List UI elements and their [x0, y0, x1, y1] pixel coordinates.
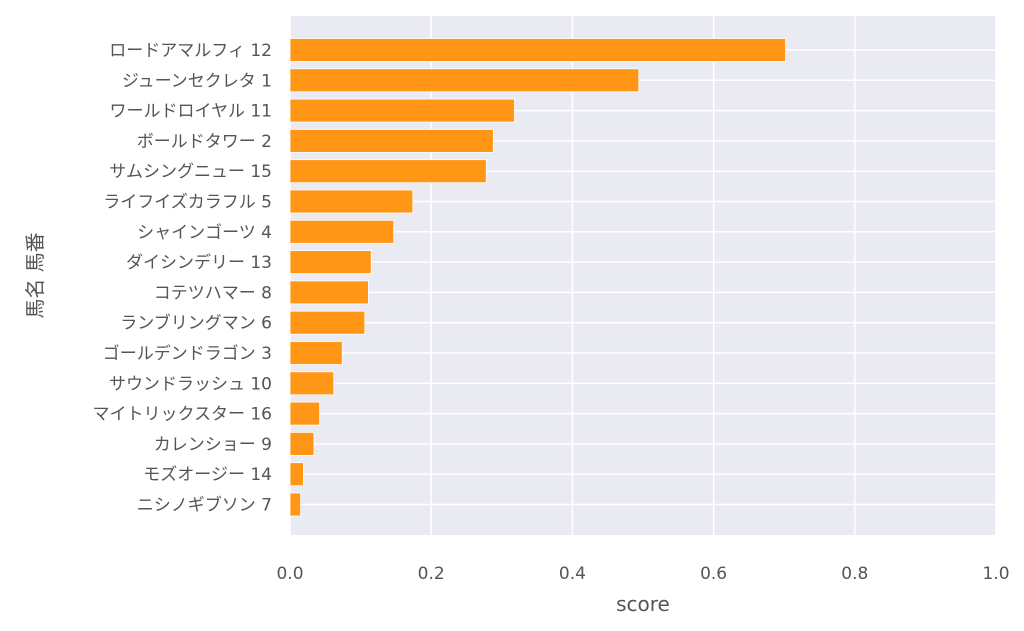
bar	[289, 128, 494, 153]
category-labels: ロードアマルフィ 12 ジューンセクレタ 1 ワールドロイヤル 11 ボールドタワー …	[92, 41, 272, 516]
x-tick-label: 0.8	[841, 564, 868, 584]
bar	[289, 68, 640, 93]
x-tick-label: 0.0	[276, 564, 303, 584]
x-tick-label: 0.2	[418, 564, 445, 584]
x-tick-label: 0.4	[559, 564, 586, 584]
category-label: ロードアマルフィ 12	[109, 41, 272, 61]
x-tick-label: 1.0	[982, 564, 1009, 584]
bar	[289, 401, 321, 426]
category-label: ニシノギブソン 7	[137, 495, 272, 516]
category-label: ワールドロイヤル 11	[109, 102, 272, 122]
bar	[289, 462, 304, 487]
category-label: ランブリングマン 6	[120, 313, 272, 334]
y-axis-title: 馬名 馬番	[23, 232, 47, 318]
bars	[289, 38, 787, 517]
category-label: ジューンセクレタ 1	[122, 71, 272, 91]
category-label: ゴールデンドラゴン 3	[103, 343, 272, 364]
plot-background	[290, 16, 996, 535]
x-axis-title: score	[616, 592, 670, 616]
bar	[289, 159, 487, 184]
category-label: ダイシンデリー 13	[126, 252, 272, 273]
category-label: モズオージー 14	[143, 465, 272, 485]
bar	[289, 492, 301, 517]
x-tick-labels: 0.0 0.2 0.4 0.6 0.8 1.0	[276, 564, 1009, 584]
category-label: ライフイズカラフル 5	[103, 193, 272, 213]
category-label: ボールドタワー 2	[137, 132, 272, 152]
bar	[289, 310, 366, 335]
category-label: マイトリックスター 16	[92, 405, 272, 425]
x-tick-label: 0.6	[700, 564, 727, 584]
bar	[289, 341, 343, 365]
bar	[289, 189, 414, 214]
category-label: サムシングニュー 15	[109, 162, 272, 182]
category-label: シャインゴーツ 4	[137, 222, 272, 243]
bar	[289, 371, 335, 396]
bar	[289, 219, 395, 244]
category-label: サウンドラッシュ 10	[109, 374, 272, 394]
bar	[289, 431, 315, 456]
bar	[289, 280, 369, 305]
category-label: カレンショー 9	[154, 435, 272, 455]
category-label: コテツハマー 8	[154, 283, 272, 303]
bar	[289, 38, 787, 62]
bar	[289, 98, 515, 123]
bar	[289, 250, 372, 275]
